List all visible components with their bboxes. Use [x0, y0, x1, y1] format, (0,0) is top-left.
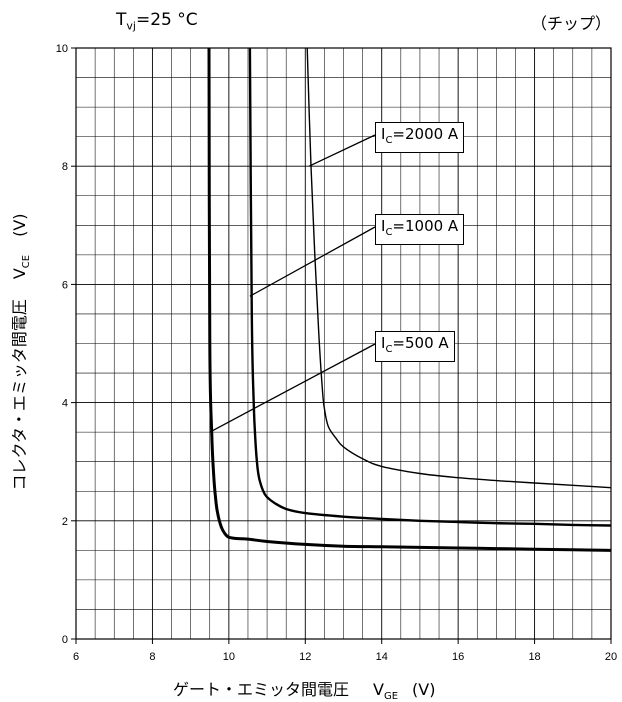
chip-scope-label: （チップ）	[531, 14, 612, 33]
label-leader-lines	[209, 134, 376, 433]
y-tick-label: 8	[62, 161, 68, 173]
x-tick-label: 10	[223, 651, 235, 663]
condition-value: =25 °C	[135, 10, 198, 30]
label-symbol: I	[381, 334, 386, 352]
label-symbol: I	[381, 217, 386, 235]
temperature-condition: Tvj=25 °C	[116, 10, 198, 32]
x-tick-label: 20	[605, 651, 617, 663]
y-label-unit: (V)	[10, 213, 29, 237]
y-tick-label: 6	[62, 279, 68, 291]
curve-ic-500a	[207, 47, 612, 552]
x-tick-label: 12	[299, 651, 311, 663]
y-label-symbol: V	[10, 268, 29, 280]
y-tick-label: 2	[62, 516, 68, 528]
y-tick-label: 4	[62, 398, 68, 410]
series-label-2000a: IC=2000 A	[375, 122, 465, 153]
x-tick-labels: 6 8 10 12 14 16 18 20	[73, 651, 617, 663]
x-tick-label: 6	[73, 651, 79, 663]
series-curves	[207, 47, 612, 552]
y-tick-labels: 0 2 4 6 8 10	[56, 43, 68, 646]
series-label-1000a: IC=1000 A	[375, 214, 465, 245]
label-subscript: C	[385, 135, 393, 146]
y-label-subscript: CE	[21, 254, 33, 269]
x-tick-label: 18	[528, 651, 540, 663]
plot-frame	[75, 47, 612, 640]
label-value: =1000 A	[392, 217, 459, 235]
x-label-text: ゲート・エミッタ間電圧	[173, 680, 350, 699]
x-tick-label: 14	[376, 651, 388, 663]
curve-ic-1000a	[248, 47, 612, 527]
x-label-symbol: V	[373, 680, 384, 699]
condition-subscript: vj	[126, 19, 136, 33]
label-symbol: I	[381, 125, 386, 143]
y-axis-label: コレクタ・エミッタ間電圧 VCE (V)	[6, 213, 32, 490]
label-value: =2000 A	[392, 125, 459, 143]
axis-ticks	[71, 47, 612, 644]
leader-line	[209, 343, 376, 433]
x-axis-label: ゲート・エミッタ間電圧 VGE (V)	[173, 676, 435, 702]
label-subscript: C	[385, 227, 393, 238]
curve-ic-2000a	[306, 47, 612, 489]
leader-line	[249, 226, 376, 297]
leader-line	[308, 134, 376, 167]
x-tick-label: 16	[452, 651, 464, 663]
x-tick-label: 8	[149, 651, 155, 663]
y-label-text: コレクタ・エミッタ間電圧	[10, 299, 29, 491]
x-label-subscript: GE	[383, 691, 399, 702]
condition-symbol: T	[116, 10, 127, 30]
y-tick-label: 10	[56, 43, 68, 55]
label-value: =500 A	[392, 334, 449, 352]
series-label-500a: IC=500 A	[375, 331, 455, 362]
y-tick-label: 0	[62, 634, 68, 646]
x-label-unit: (V)	[412, 680, 436, 699]
label-subscript: C	[385, 344, 393, 355]
